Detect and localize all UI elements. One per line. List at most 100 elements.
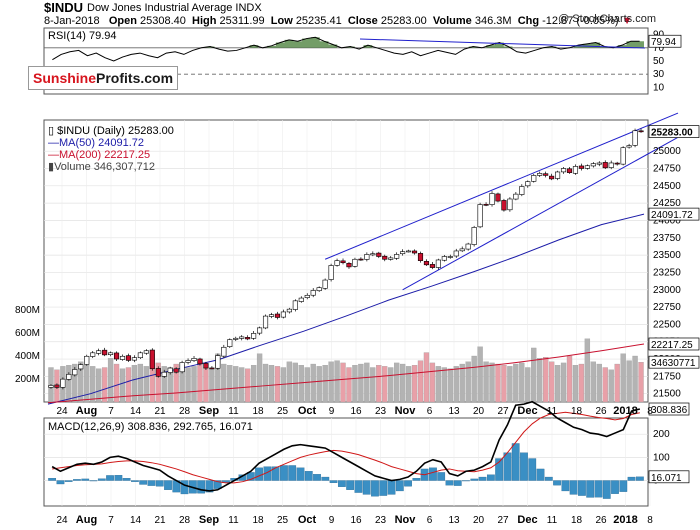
volume-bar [548,361,555,403]
macd-last-value: 16.071 [651,473,682,484]
x-axis-label: 16 [350,515,362,526]
chart-symbol: $INDU [44,0,84,15]
legend-volume: ▮Volume 346,307,712 [48,161,155,173]
volume-bar [197,361,203,403]
line-icon: — [48,149,59,161]
x-axis-label: 8 [647,406,653,417]
macd-histogram-bar [544,476,553,481]
volume-bar [334,360,340,403]
candle-body [352,258,358,267]
price-last-box [648,207,700,221]
x-axis-label: 14 [130,406,142,417]
macd-histogram-bar [131,480,139,482]
macd-histogram-bar [429,467,437,481]
macd-histogram-bar [304,471,313,481]
x-axis-label: 23 [375,406,387,417]
volume-bar [268,365,275,403]
volume-bar [626,360,632,403]
macd-histogram-bar [106,475,114,481]
volume-bar [394,362,400,403]
price-last-value: 24091.72 [651,210,693,221]
down-arrow-icon: ▼ [621,15,633,27]
x-axis-label: 25 [277,515,289,526]
volume-bar [429,362,436,403]
candle-body [578,165,584,169]
candle-body [346,262,352,268]
candle-body [394,254,400,259]
x-axis-label: 13 [448,515,460,526]
x-axis-label: 13 [448,406,460,417]
candle-body [96,350,102,354]
macd-line [51,400,641,492]
volume-bar [441,367,447,403]
macd-histogram-bar [619,480,628,492]
macd-histogram-bar [611,480,619,494]
volume-bar [304,367,310,403]
x-axis-label: 28 [179,406,191,417]
x-axis-label: 7 [108,515,114,526]
candle-body [638,130,644,133]
macd-histogram-bar [197,480,206,494]
candle-body [370,253,376,256]
volume-bar [256,353,263,403]
candle-body [495,193,501,202]
price-tick-label: 23500 [653,250,681,261]
volume-bar [125,367,132,403]
macd-histogram-bar [561,480,570,492]
volume-bar [376,365,382,403]
volume-bar [203,367,209,403]
x-axis-label: 2018 [613,405,637,417]
candle-body [197,358,203,365]
macd-histogram-bar [371,480,379,497]
candle-body [179,362,185,373]
price-last-value: 25283.00 [651,128,693,139]
volume-bar [459,363,465,403]
candle-body [549,175,555,180]
volume-bar [101,367,108,403]
candle-body [155,368,161,377]
macd-histogram-bar [586,480,595,498]
macd-histogram-bar [594,480,603,498]
close-value: 25283.00 [380,15,427,27]
macd-histogram-bar [602,480,611,499]
x-axis-label: 11 [547,406,558,417]
candle-body [501,200,507,211]
volume-bar [608,369,614,403]
macd-histogram-bar [453,480,462,486]
volume-bar [143,366,149,403]
candle-body [525,181,531,187]
close-label: Close [347,15,378,27]
volume-bar [423,352,430,403]
candle-body [471,227,477,245]
price-tick-label: 23000 [653,285,681,296]
macd-histogram-bar [635,476,644,481]
volume-bar [72,363,78,403]
macd-histogram-bar [346,480,355,490]
volume-bar [411,365,418,403]
candle-body [465,243,471,250]
price-last-box [648,355,700,369]
price-legend: ▯ $INDU (Daily) 25283.00 —MA(50) 24091.7… [48,125,174,173]
volume-bar [352,365,358,403]
price-tick-label: 24750 [653,164,681,175]
x-axis-label: Oct [298,514,317,526]
macd-histogram-bar [520,452,528,481]
rsi-tick-label: 70 [653,43,665,54]
candle-body [113,352,120,360]
volume-bar [465,361,471,403]
x-axis-label: 26 [595,515,607,526]
volume-bar [537,358,543,403]
volume-bar [358,363,364,403]
macd-histogram-bar [412,478,421,481]
rsi-last-box [648,34,682,48]
candle-body [572,166,579,174]
candle-body [411,250,418,254]
macd-histogram-bar [213,480,222,489]
candle-body [507,198,513,211]
low-label: Low [270,15,293,27]
volume-bar [388,367,394,403]
volume-bar [250,365,257,403]
volume-bar [578,363,585,403]
high-value: 25311.99 [219,15,265,27]
volume-bar [292,362,298,403]
